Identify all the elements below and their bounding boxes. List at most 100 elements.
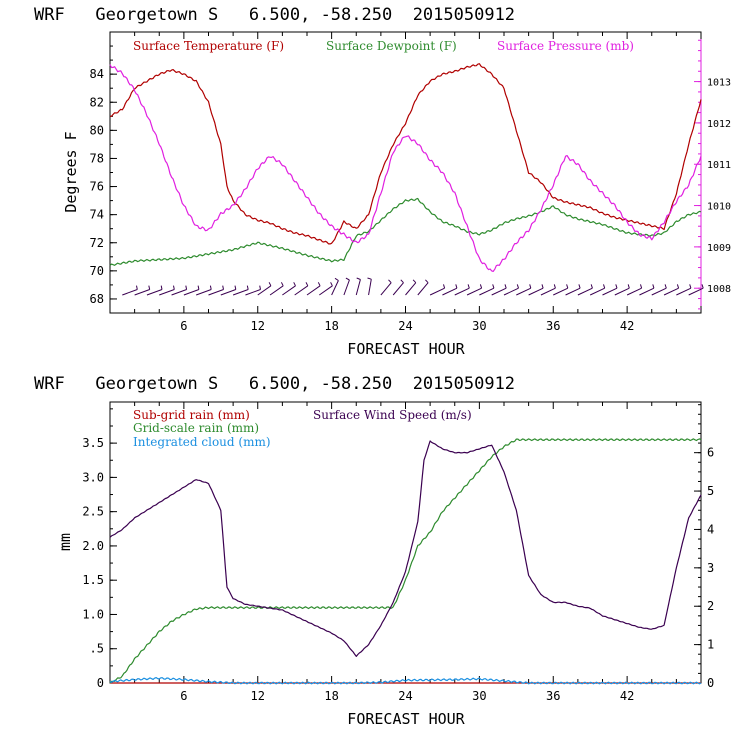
wind-barb-feather: [335, 278, 338, 280]
legend-surface-pressure: Surface Pressure (mb): [497, 39, 634, 53]
wind-barb-feather: [468, 284, 469, 288]
wind-barb: [270, 286, 283, 295]
y-tick-label: 72: [90, 236, 104, 250]
wind-barb: [209, 290, 224, 296]
wind-barb-feather: [413, 280, 416, 283]
y2-tick-label: 1013: [707, 78, 731, 89]
wind-barb-feather: [456, 284, 457, 288]
y-tick-label: 80: [90, 123, 104, 137]
y2-tick-label: 2: [707, 599, 714, 613]
wind-barb: [676, 288, 691, 295]
y2-tick-label: 3: [707, 561, 714, 575]
panel2-plot-area: [110, 439, 701, 684]
x-tick-label: 12: [251, 319, 265, 333]
wind-barb-feather: [665, 284, 666, 288]
wind-barb-feather: [591, 284, 592, 288]
x-tick-label: 42: [620, 319, 634, 333]
y2-tick-label: 1011: [707, 160, 731, 171]
legend-surface-dewpoint: Surface Dewpoint (F): [326, 39, 457, 53]
y-tick-label: 70: [90, 264, 104, 278]
wind-barb-feather: [174, 286, 175, 290]
wind-barb-feather: [318, 282, 320, 286]
y2-tick-label: 1012: [707, 119, 731, 130]
legend-integrated-cloud: Integrated cloud (mm): [133, 435, 271, 449]
y2-tick-label: 1009: [707, 243, 731, 254]
x-tick-label: 6: [180, 319, 187, 333]
wind-barb-feather: [505, 284, 506, 288]
y-tick-label: 82: [90, 95, 104, 109]
wind-barb-feather: [389, 280, 392, 283]
wind-barb-feather: [677, 284, 678, 288]
wind-barb-feather: [542, 284, 543, 288]
wind-barb-feather: [235, 286, 236, 290]
wind-barb-feather: [517, 284, 518, 288]
y-tick-label: 74: [90, 208, 104, 222]
y2-tick-label: 5: [707, 484, 714, 498]
y-tick-label: 68: [90, 292, 104, 306]
gridscale-rain-line: [110, 439, 701, 683]
wind-barb-feather: [425, 280, 428, 283]
wind-barb: [356, 280, 360, 296]
wind-barb: [221, 290, 236, 296]
y2-tick-label: 1: [707, 638, 714, 652]
wind-speed-line: [110, 441, 701, 656]
wind-barb-feather: [368, 278, 372, 279]
wind-barb-feather: [186, 286, 187, 290]
wind-barb: [319, 286, 332, 295]
wind-barb: [492, 288, 507, 295]
y-tick-label: 1.0: [82, 607, 104, 621]
wind-barb: [196, 290, 211, 296]
wind-barb: [135, 290, 150, 296]
y-tick-label: 2.5: [82, 505, 104, 519]
pressure-line: [110, 65, 701, 272]
wind-barb-feather: [357, 278, 361, 280]
wind-barb: [430, 288, 444, 295]
wind-barb: [393, 283, 403, 295]
wind-barb: [664, 288, 679, 295]
wind-barb: [282, 286, 295, 295]
x-tick-label: 18: [324, 689, 338, 703]
wind-barb-feather: [690, 284, 691, 288]
x-tick-label: 24: [398, 689, 412, 703]
y-tick-label: 78: [90, 151, 104, 165]
wind-barb: [590, 288, 605, 295]
wind-barb: [295, 286, 308, 295]
wind-barb: [578, 288, 593, 295]
wind-barb-feather: [198, 286, 199, 290]
wind-barb-feather: [281, 282, 283, 286]
wind-barbs: [122, 278, 703, 295]
wind-barb-feather: [149, 286, 150, 290]
x-tick-label: 24: [398, 319, 412, 333]
y-tick-label: 0: [97, 676, 104, 690]
wind-barb-feather: [444, 284, 445, 288]
wind-barb-feather: [161, 286, 162, 290]
x-tick-label: 36: [546, 319, 560, 333]
x-tick-label: 12: [251, 689, 265, 703]
dewpoint-line: [110, 199, 701, 266]
wind-barb: [467, 288, 482, 295]
wind-barb: [172, 290, 187, 296]
x-tick-label: 18: [324, 319, 338, 333]
wind-barb: [566, 288, 581, 295]
panel1-xlabel: FORECAST HOUR: [347, 340, 465, 358]
wind-barb: [541, 288, 555, 295]
wind-barb-feather: [616, 284, 617, 288]
wind-barb: [369, 279, 372, 295]
wind-barb: [307, 286, 320, 295]
panel2-ylabel: mm: [56, 533, 74, 551]
y-tick-label: 3.5: [82, 436, 104, 450]
wind-barb: [381, 283, 391, 295]
y2-tick-label: 0: [707, 676, 714, 690]
wind-barb: [504, 288, 519, 295]
wind-barb-feather: [493, 284, 494, 288]
rain-wind-panel: WRF Georgetown S 6.500, -58.250 20150509…: [34, 374, 714, 728]
y-tick-label: 2.0: [82, 539, 104, 553]
panel1-plot-area: [110, 64, 701, 272]
y-tick-label: .5: [90, 642, 104, 656]
legend-surface-wind-speed: Surface Wind Speed (m/s): [313, 408, 472, 422]
wind-barb-feather: [210, 286, 211, 290]
y-tick-label: 84: [90, 67, 104, 81]
wind-barb-feather: [653, 284, 654, 288]
wind-barb-feather: [223, 286, 224, 290]
